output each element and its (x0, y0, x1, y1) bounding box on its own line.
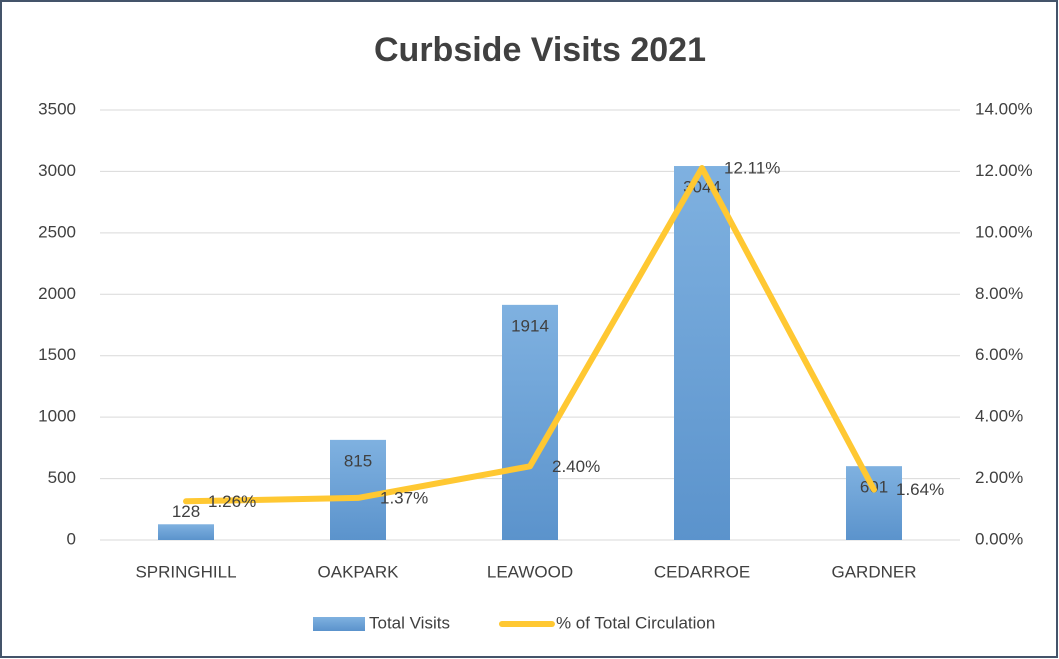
bar-label: 815 (344, 451, 372, 470)
y2-tick-label: 8.00% (975, 284, 1023, 303)
bar (502, 304, 558, 540)
y2-tick-label: 0.00% (975, 529, 1023, 548)
chart-title: Curbside Visits 2021 (374, 31, 706, 69)
bar-label: 128 (172, 502, 200, 521)
y-tick-label: 2000 (38, 284, 76, 303)
x-tick-label: SPRINGHILL (135, 562, 236, 581)
line-label: 1.26% (208, 492, 256, 511)
y-tick-label: 2500 (38, 222, 76, 241)
y2-tick-label: 14.00% (975, 99, 1033, 118)
x-tick-label: LEAWOOD (487, 562, 573, 581)
y-tick-label: 1500 (38, 345, 76, 364)
line (183, 165, 877, 505)
legend-label: % of Total Circulation (556, 613, 715, 632)
line-label: 2.40% (552, 457, 600, 476)
bar-label: 1914 (511, 316, 549, 335)
bar (674, 166, 730, 540)
line-label: 12.11% (724, 159, 780, 178)
y-tick-label: 500 (48, 468, 76, 487)
y2-tick-label: 4.00% (975, 407, 1023, 426)
y-tick-label: 3000 (38, 161, 76, 180)
y2-tick-label: 12.00% (975, 161, 1033, 180)
legend-swatch (313, 617, 365, 631)
y-tick-label: 1000 (38, 407, 76, 426)
y-tick-label: 0 (67, 529, 76, 548)
line-label: 1.64% (896, 480, 944, 499)
bar (330, 439, 386, 540)
y2-tick-label: 6.00% (975, 345, 1023, 364)
x-tick-label: OAKPARK (318, 562, 400, 581)
legend-label: Total Visits (369, 613, 450, 632)
line-label: 1.37% (380, 488, 428, 507)
bar (158, 524, 214, 540)
y-tick-label: 3500 (38, 99, 76, 118)
y2-tick-label: 10.00% (975, 222, 1033, 241)
x-tick-label: GARDNER (831, 562, 916, 581)
x-tick-label: CEDARROE (654, 562, 750, 581)
bar (846, 466, 902, 540)
y2-tick-label: 2.00% (975, 468, 1023, 487)
